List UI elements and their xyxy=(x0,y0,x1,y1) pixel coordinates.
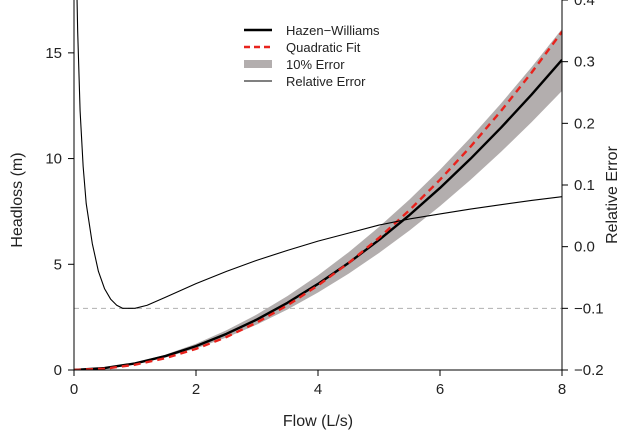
ticks-layer: 0 2 4 6 8 0 5 10 15 −0.2 −0.1 0.0 0.1 0.2 0.3 0.4 xyxy=(45,0,604,398)
right-y-tick-label: 0.2 xyxy=(574,115,595,132)
series-line-hazen-williams xyxy=(74,59,562,370)
left-y-tick-label: 0 xyxy=(54,362,62,379)
series-line-quadratic-fit xyxy=(74,30,562,370)
right-y-tick-label: −0.1 xyxy=(574,300,604,317)
x-tick-label: 2 xyxy=(192,381,200,398)
legend-label-hazen-williams: Hazen−Williams xyxy=(286,23,380,38)
legend-label-quadratic-fit: Quadratic Fit xyxy=(286,40,361,55)
right-y-tick-label: 0.1 xyxy=(574,177,595,194)
right-axis-title: Relative Error xyxy=(604,145,621,243)
left-y-tick-label: 10 xyxy=(45,151,62,168)
left-y-tick-label: 15 xyxy=(45,45,62,62)
x-axis-title: Flow (L/s) xyxy=(283,413,353,430)
series-line-layer xyxy=(74,0,562,370)
x-tick-label: 8 xyxy=(558,381,566,398)
right-y-tick-label: −0.2 xyxy=(574,362,604,379)
series-line-relative-error xyxy=(76,0,562,309)
legend: Hazen−Williams Quadratic Fit 10% Error R… xyxy=(244,23,380,89)
legend-label-10pct-error: 10% Error xyxy=(286,57,345,72)
left-axis-title: Headloss (m) xyxy=(9,152,26,247)
x-tick-label: 4 xyxy=(314,381,322,398)
right-y-tick-label: 0.0 xyxy=(574,239,595,256)
right-y-tick-label: 0.3 xyxy=(574,54,595,71)
legend-label-relative-error: Relative Error xyxy=(286,74,366,89)
right-y-tick-label: 0.4 xyxy=(574,0,595,9)
x-tick-label: 6 xyxy=(436,381,444,398)
x-tick-label: 0 xyxy=(70,381,78,398)
left-y-tick-label: 5 xyxy=(54,256,62,273)
